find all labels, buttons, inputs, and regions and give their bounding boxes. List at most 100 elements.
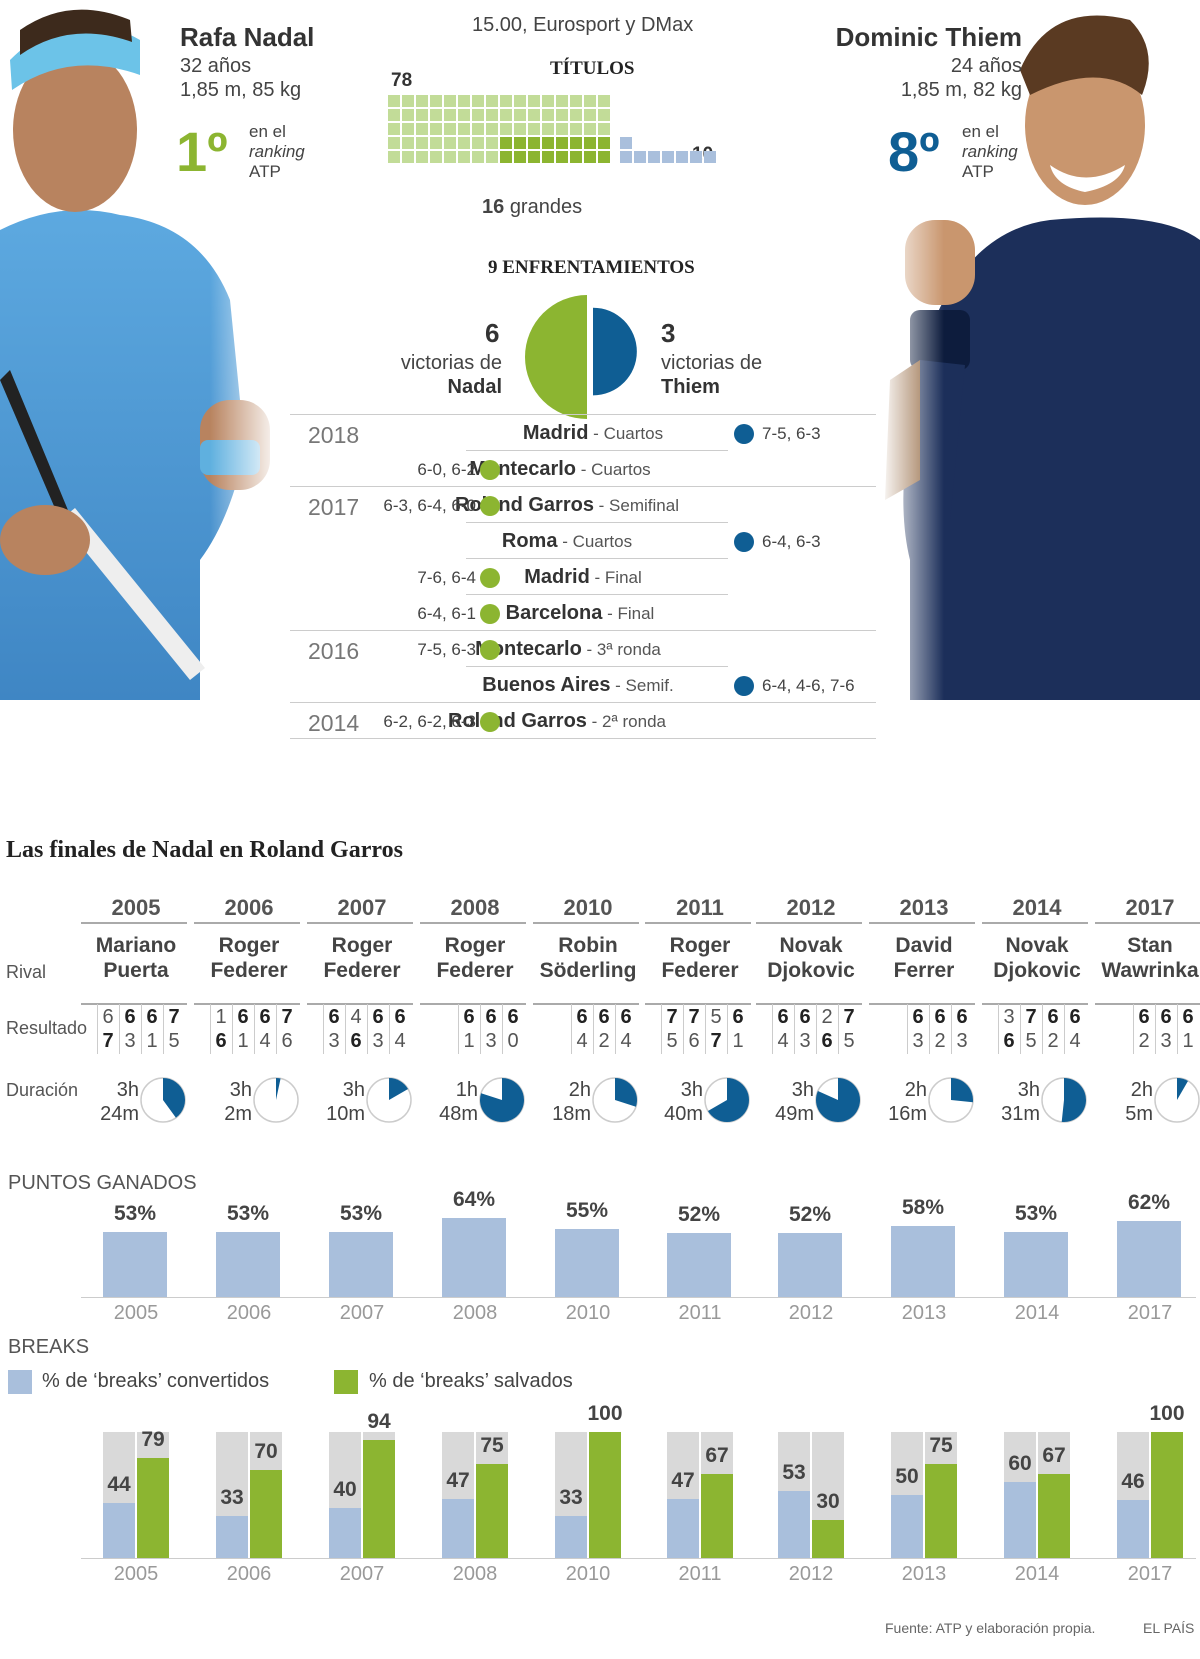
- duration-hours: 1h: [455, 1079, 478, 1101]
- breaks-saved-value: 30: [816, 1490, 840, 1514]
- nadal-title-cell: [514, 95, 526, 107]
- breaks-converted-value: 47: [671, 1468, 695, 1492]
- final-duration: 2h 5m: [1105, 1078, 1153, 1126]
- score-divider: [502, 1004, 503, 1054]
- score-divider: [97, 1004, 98, 1054]
- breaks-saved-bar: [1151, 1432, 1183, 1558]
- nadal-title-cell: [402, 123, 414, 135]
- nadal-title-cell: [402, 95, 414, 107]
- score-divider: [951, 1004, 952, 1054]
- final-rival: Roger Federer: [194, 933, 304, 983]
- points-value: 52%: [788, 1203, 832, 1227]
- duration-wedge: [951, 1078, 973, 1103]
- thiem-rank: 8º: [888, 120, 940, 183]
- nadal-major-cell: [556, 137, 568, 149]
- thiem-win-dot: [734, 676, 754, 696]
- nadal-title-cell: [444, 95, 456, 107]
- nadal-title-cell: [500, 123, 512, 135]
- final-divider: [194, 1003, 300, 1005]
- points-bar: [442, 1218, 506, 1297]
- nadal-title-cell: [598, 109, 610, 121]
- rank-label-3: ATP: [249, 162, 281, 181]
- score-divider: [1155, 1004, 1156, 1054]
- duration-clock-icon: [479, 1077, 525, 1123]
- breaks-converted-bar: [329, 1507, 361, 1558]
- final-year: 2011: [676, 895, 724, 920]
- points-year: 2010: [565, 1302, 611, 1324]
- points-baseline: [81, 1297, 1196, 1298]
- set-score-nadal: 6: [1138, 1006, 1150, 1028]
- nadal-major-cell: [528, 151, 540, 163]
- duration-minutes: 24m: [100, 1103, 139, 1125]
- breaks-converted-bar: [1117, 1500, 1149, 1558]
- match-tournament: Madrid - Final: [524, 566, 642, 589]
- nadal-title-cell: [486, 95, 498, 107]
- nadal-title-cell: [388, 95, 400, 107]
- breaks-heading: BREAKS: [8, 1336, 90, 1358]
- nadal-title-cell: [472, 151, 484, 163]
- nadal-major-cell: [542, 151, 554, 163]
- match-row: Montecarlo - Cuartos 6-0, 6-2: [290, 450, 876, 488]
- tournament-round: - Cuartos: [557, 532, 633, 551]
- thiem-title-cell: [634, 151, 646, 163]
- final-duration: 1h 48m: [430, 1078, 478, 1126]
- match-separator: [466, 522, 728, 523]
- set-score-nadal: 1: [215, 1006, 227, 1028]
- match-year: 2017: [308, 494, 360, 520]
- nadal-title-cell: [458, 137, 470, 149]
- duration-minutes: 5m: [1125, 1103, 1153, 1125]
- match-score: 7-5, 6-3: [762, 424, 821, 443]
- legend-converted-swatch: [8, 1370, 32, 1394]
- nadal-title-cell: [486, 151, 498, 163]
- breaks-converted-value: 40: [333, 1477, 357, 1501]
- nadal-rank-text: en el ranking ATP: [249, 122, 305, 182]
- nadal-major-cell: [570, 137, 582, 149]
- set-score-rival: 6: [1003, 1030, 1015, 1052]
- final-divider: [420, 1003, 526, 1005]
- set-score-nadal: 2: [821, 1006, 833, 1028]
- final-year: 2006: [224, 895, 274, 920]
- score-divider: [929, 1004, 930, 1054]
- nadal-stats: 1,85 m, 85 kg: [180, 79, 302, 101]
- nadal-title-cell: [570, 95, 582, 107]
- thiem-wins-num: 3: [661, 318, 676, 348]
- set-score-rival: 1: [146, 1030, 158, 1052]
- rank-label-2: ranking: [249, 142, 305, 161]
- score-divider: [661, 1004, 662, 1054]
- set-score-rival: 6: [281, 1030, 293, 1052]
- set-score-nadal: 6: [620, 1006, 632, 1028]
- big-titles-label: 16 grandes: [482, 196, 582, 219]
- set-score-rival: 3: [799, 1030, 811, 1052]
- points-year: 2011: [678, 1302, 722, 1324]
- tournament-round: - Cuartos: [588, 424, 664, 443]
- thiem-age: 24 años: [950, 55, 1022, 77]
- score-divider: [345, 1004, 346, 1054]
- final-divider: [81, 922, 187, 924]
- breaks-converted-bar: [103, 1502, 135, 1558]
- match-separator: [466, 666, 728, 667]
- score-divider: [705, 1004, 706, 1054]
- breaks-baseline: [81, 1558, 1196, 1559]
- nadal-title-cell: [556, 109, 568, 121]
- points-bar: [1004, 1231, 1068, 1297]
- nadal-title-cell: [458, 151, 470, 163]
- nadal-major-cell: [584, 137, 596, 149]
- thiem-title-cell: [676, 151, 688, 163]
- score-divider: [772, 1004, 773, 1054]
- set-score-nadal: 5: [710, 1006, 722, 1028]
- final-year: 2010: [563, 895, 613, 920]
- match-tournament: Buenos Aires - Semif.: [482, 674, 673, 697]
- score-divider: [1020, 1004, 1021, 1054]
- nadal-title-cell: [598, 95, 610, 107]
- final-duration: 3h 24m: [91, 1078, 139, 1126]
- match-tournament: Roma - Cuartos: [502, 530, 632, 553]
- duration-minutes: 40m: [664, 1103, 703, 1125]
- set-score-nadal: 6: [732, 1006, 744, 1028]
- nadal-title-cell: [402, 151, 414, 163]
- final-duration: 3h 2m: [204, 1078, 252, 1126]
- breaks-saved-value: 79: [141, 1428, 165, 1452]
- breaks-converted-value: 46: [1121, 1470, 1145, 1494]
